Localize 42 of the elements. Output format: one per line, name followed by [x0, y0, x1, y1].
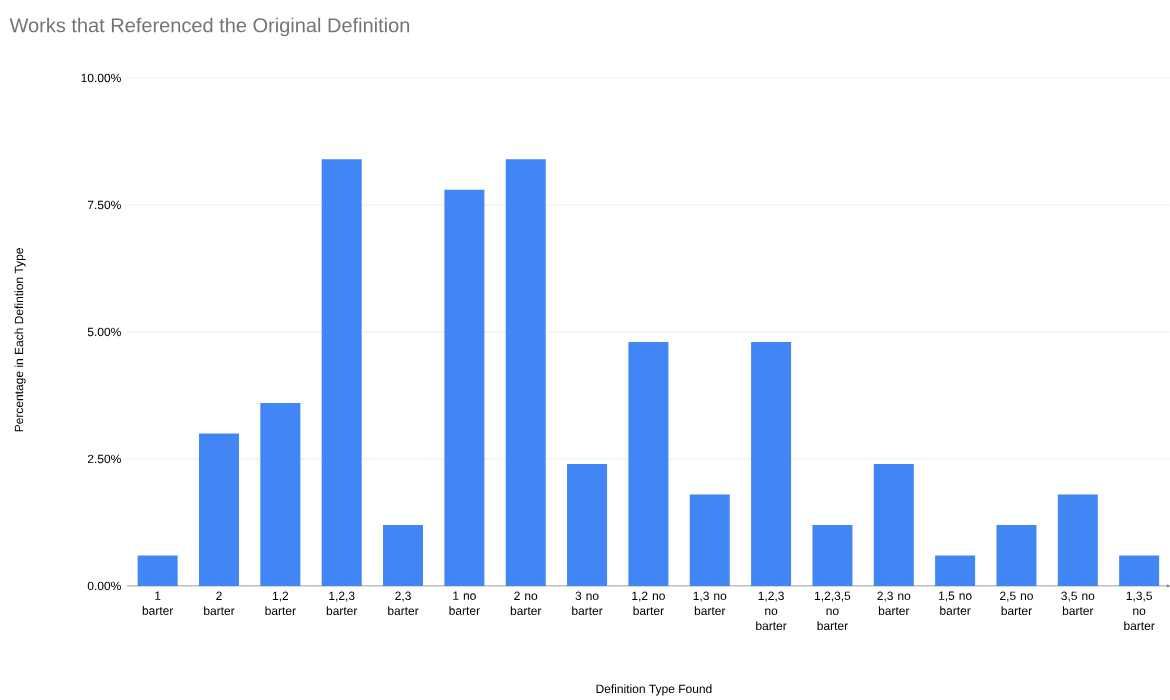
bar: [260, 403, 301, 586]
y-tick-label: 5.00%: [87, 327, 121, 337]
x-tick-label: 3 no barter: [572, 591, 603, 616]
bar: [137, 555, 178, 586]
bar: [873, 464, 914, 586]
x-tick-label: 2 barter: [204, 591, 235, 616]
y-tick-label: 0.00%: [87, 581, 121, 591]
x-tick-label: 1 no barter: [449, 591, 480, 615]
x-tick-label: 1,2,3 no barter: [756, 591, 787, 631]
x-tick-label: 2,3 no barter: [877, 591, 911, 616]
x-tick-label: 1,2 no barter: [632, 591, 665, 616]
x-axis-title: Definition Type Found: [596, 684, 712, 696]
y-tick-label: 10.00%: [81, 73, 121, 83]
bar: [199, 433, 239, 586]
x-tick-label: 1,3,5 no barter: [1124, 591, 1155, 631]
x-tick-label: 1,2,3,5 no barter: [814, 591, 851, 631]
x-tick-label: 1,2,3 barter: [326, 591, 358, 616]
bar: [751, 342, 792, 586]
x-tick-label: 1 barter: [142, 591, 174, 615]
x-tick-label: 3,5 no barter: [1061, 591, 1095, 616]
chart-title: Works that Referenced the Original Definition: [9, 17, 410, 37]
x-tick-label: 2,3 barter: [388, 591, 419, 616]
bar: [689, 494, 730, 586]
bar: [567, 464, 608, 586]
bar: [996, 525, 1037, 586]
x-tick-label: 2 no barter: [510, 591, 542, 616]
bar: [935, 555, 976, 586]
y-tick-label: 7.50%: [87, 200, 121, 210]
x-tick-label: 1,3 no barter: [693, 591, 727, 616]
x-tick-label: 1,2 barter: [265, 591, 296, 616]
bar: [1057, 494, 1098, 586]
y-tick-label: 2.50%: [87, 454, 121, 464]
x-tick-label: 2,5 no barter: [1000, 591, 1033, 616]
bar: [812, 525, 853, 586]
y-axis-title: Percentage in Each Defintion Type: [14, 248, 26, 432]
bar: [628, 342, 669, 586]
bar: [444, 189, 485, 586]
bar: [321, 159, 362, 586]
x-tick-label: 1,5 no barter: [939, 591, 972, 615]
bar: [383, 525, 424, 586]
bar: [1119, 555, 1160, 586]
bar: [505, 159, 546, 586]
